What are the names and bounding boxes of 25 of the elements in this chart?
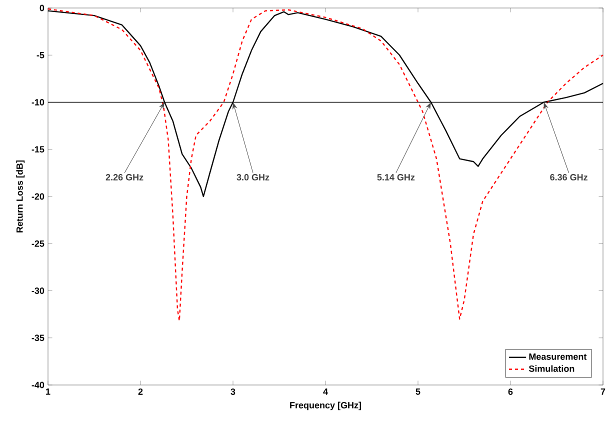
x-tick-label: 3 — [230, 388, 236, 395]
legend-label: Measurement — [529, 354, 587, 360]
y-tick-label: -25 — [32, 240, 44, 247]
annotation: 2.26 GHz — [106, 174, 144, 180]
annotation: 6.36 GHz — [550, 174, 588, 180]
y-tick-label: -15 — [32, 146, 44, 153]
y-tick-label: -10 — [32, 99, 44, 106]
legend-label: Simulation — [528, 365, 574, 372]
line-series — [47, 10, 604, 198]
y-tick-label: -30 — [32, 288, 44, 294]
y-tick-label: -5 — [36, 52, 44, 58]
annotation: 5.14 GHz — [377, 174, 415, 180]
x-axis-title: Frequency [GHz] — [290, 402, 361, 410]
y-tick-label: -40 — [32, 382, 44, 388]
x-tick-label: 5 — [416, 388, 420, 395]
x-tick-label: 4 — [323, 388, 328, 395]
annotation: 3.0 GHz — [236, 174, 270, 180]
x-tick-label: 1 — [46, 388, 50, 395]
x-tick-label: 6 — [508, 388, 513, 395]
y-tick-label: -35 — [32, 334, 44, 342]
y-tick-label: 0 — [40, 4, 44, 12]
x-tick-label: 7 — [600, 388, 606, 395]
x-tick-label: 2 — [138, 388, 143, 395]
y-axis-title: Return Loss [dB] — [16, 160, 25, 232]
y-tick-label: -20 — [32, 193, 44, 200]
